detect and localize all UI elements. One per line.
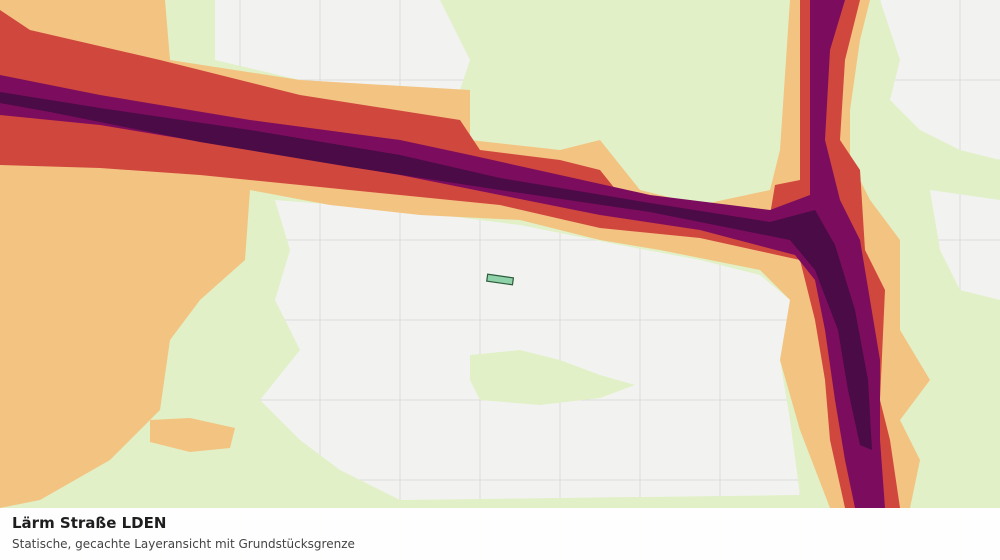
legend-subtitle: Statische, gecachte Layeransicht mit Gru… — [12, 537, 355, 551]
noise-zone-low — [470, 350, 635, 405]
parcel-boundary — [486, 273, 515, 286]
noise-zone-extreme — [0, 92, 872, 450]
noise-zone-medium — [150, 418, 235, 452]
legend-title: Lärm Straße LDEN — [12, 514, 166, 532]
legend-panel — [0, 508, 1000, 560]
